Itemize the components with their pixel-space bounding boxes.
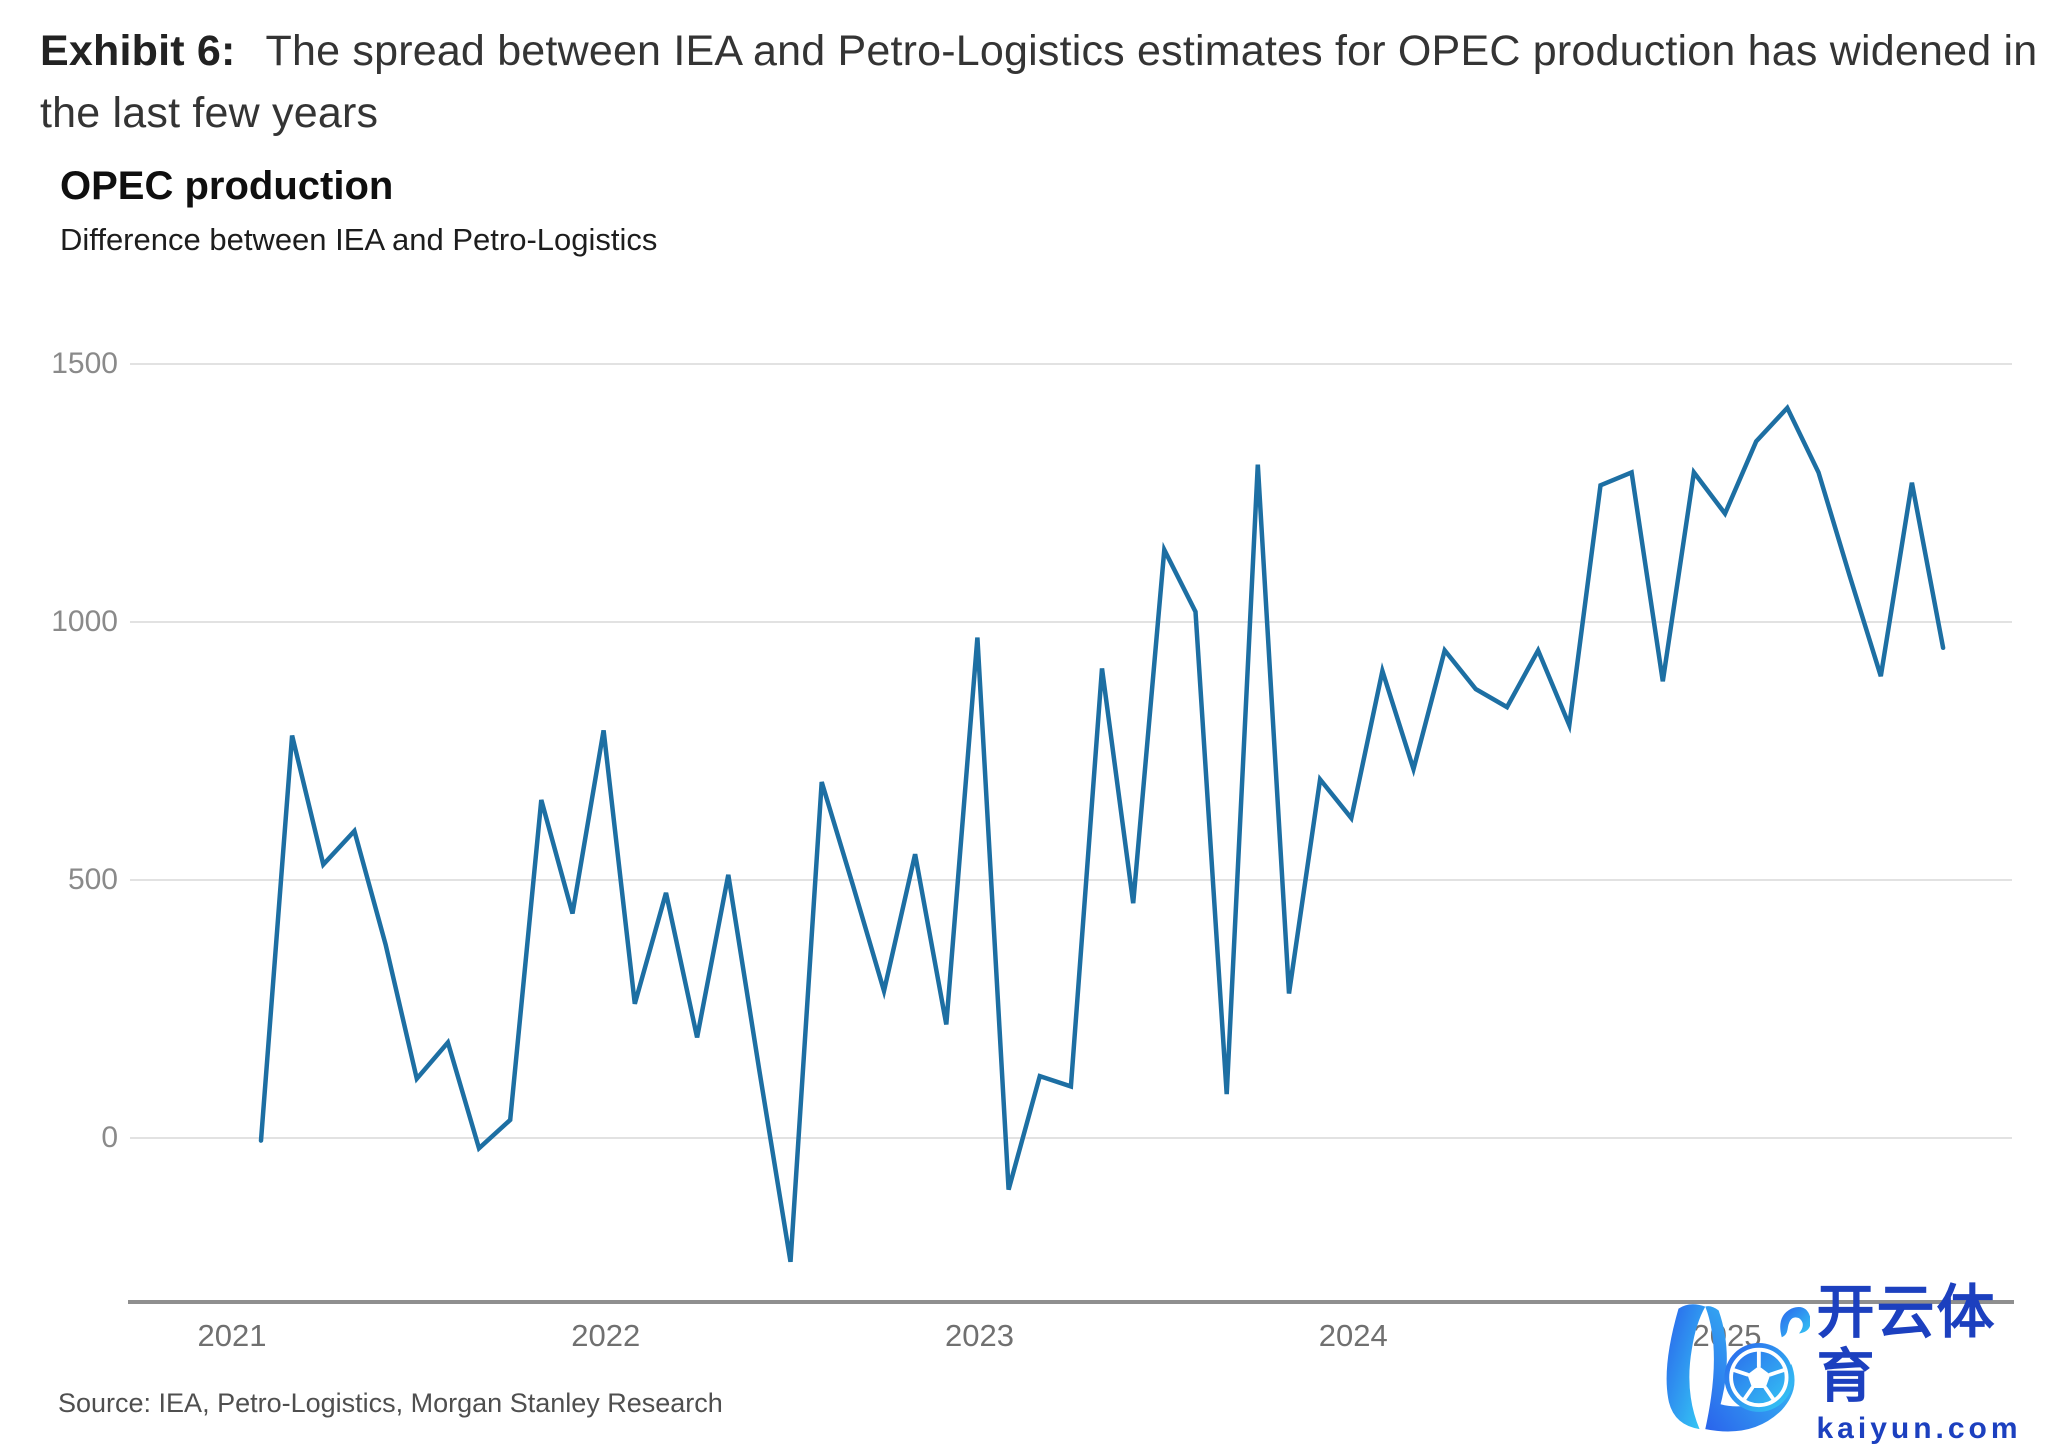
x-tick-label: 2023 — [945, 1318, 1014, 1353]
chart-subtitle: Difference between IEA and Petro-Logisti… — [60, 222, 658, 257]
exhibit-title-text: The spread between IEA and Petro-Logisti… — [40, 27, 2038, 137]
x-tick-label: 2024 — [1318, 1318, 1388, 1353]
x-tick-label: 2021 — [197, 1318, 267, 1353]
y-tick-label: 500 — [67, 863, 118, 896]
kaiyun-watermark: 开云体育 kaiyun.com — [1646, 1281, 2046, 1445]
y-tick-label: 1000 — [51, 605, 118, 638]
source-note: Source: IEA, Petro-Logistics, Morgan Sta… — [58, 1388, 723, 1418]
watermark-domain: kaiyun.com — [1816, 1412, 2022, 1445]
opec-difference-line-series — [258, 403, 1946, 1263]
exhibit-title: Exhibit 6: The spread between IEA and Pet… — [40, 20, 2040, 144]
y-tick-label: 0 — [101, 1121, 118, 1154]
watermark-brand-name: 开云体育 — [1816, 1280, 1997, 1409]
x-tick-label: 2022 — [571, 1318, 641, 1353]
chart-title: OPEC production — [60, 164, 394, 208]
exhibit-number-label: Exhibit 6: — [40, 27, 236, 75]
kaiyun-logo-icon — [1666, 1304, 1811, 1432]
y-tick-label: 1500 — [51, 347, 118, 380]
